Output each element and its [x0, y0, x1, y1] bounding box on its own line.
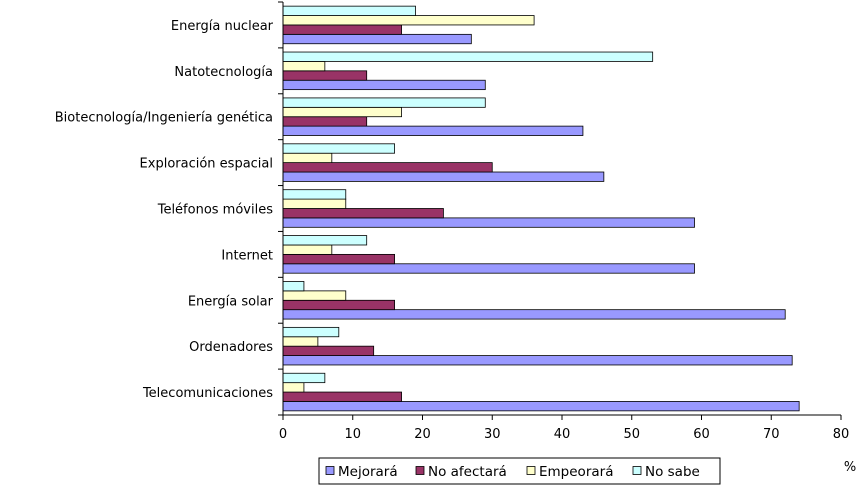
bar-2-5 [282, 208, 444, 219]
bar-4-7 [282, 281, 305, 292]
x-tick-label-3: 20 [414, 427, 431, 442]
category-label-4: Exploración espacial [140, 157, 273, 172]
bar-2-7 [282, 299, 395, 311]
bar-4-2 [282, 51, 654, 62]
legend-swatch-1 [325, 466, 335, 475]
bar-1-1 [282, 33, 472, 45]
bar-2-2 [282, 70, 368, 81]
bar-1-7 [282, 309, 786, 320]
x-tick-label-8: 70 [763, 427, 780, 442]
x-axis-label: % [844, 460, 856, 475]
category-label-5: Teléfonos móviles [157, 203, 274, 218]
legend-label-4: No sabe [645, 464, 700, 480]
category-label-9: Telecomunicaciones [142, 386, 273, 401]
bar-3-6 [282, 244, 333, 255]
bar-3-8 [282, 336, 319, 347]
category-label-7: Energía solar [188, 294, 274, 309]
bar-1-5 [282, 217, 695, 228]
x-tick-label-4: 30 [484, 427, 501, 442]
bar-2-1 [282, 24, 402, 35]
bar-2-9 [282, 391, 402, 402]
bar-4-4 [282, 143, 395, 154]
bar-1-6 [282, 263, 695, 274]
legend-swatch-4 [632, 466, 642, 475]
bar-1-9 [282, 401, 800, 412]
legend-box [318, 457, 721, 485]
x-tick-label-2: 10 [344, 427, 361, 442]
category-label-6: Internet [221, 248, 273, 263]
bar-4-9 [282, 372, 326, 384]
bar-3-2 [282, 61, 326, 72]
bar-2-4 [282, 162, 493, 173]
bar-1-3 [282, 125, 584, 136]
legend-swatch-2 [415, 466, 425, 475]
category-label-8: Ordenadores [189, 340, 273, 355]
x-tick-label-6: 50 [623, 427, 640, 442]
legend-label-3: Empeorará [539, 464, 613, 480]
bar-1-2 [282, 79, 486, 91]
bar-3-1 [282, 15, 535, 26]
bar-4-8 [282, 326, 340, 338]
x-tick-label-9: 80 [833, 427, 850, 442]
bar-4-6 [282, 235, 368, 246]
bar-4-3 [282, 97, 486, 108]
bar-1-8 [282, 355, 793, 366]
x-tick-label-7: 60 [693, 427, 710, 442]
x-tick-label-1: 0 [279, 427, 287, 442]
category-label-3: Biotecnología/Ingeniería genética [55, 111, 273, 126]
bar-4-1 [282, 5, 416, 16]
x-tick-label-5: 40 [554, 427, 571, 442]
bar-3-9 [282, 382, 305, 393]
bar-3-4 [282, 152, 333, 164]
bar-3-7 [282, 290, 347, 301]
bar-2-8 [282, 345, 375, 356]
bar-2-6 [282, 253, 395, 265]
legend-label-1: Mejorará [338, 464, 398, 480]
legend-swatch-3 [526, 466, 536, 475]
bar-4-5 [282, 189, 347, 200]
bar-3-5 [282, 198, 347, 209]
bar-2-3 [282, 116, 368, 127]
legend-label-2: No afectará [428, 464, 507, 480]
category-label-1: Energía nuclear [171, 19, 274, 34]
bar-1-4 [282, 171, 605, 182]
bar-3-3 [282, 106, 402, 118]
category-label-2: Natotecnología [174, 65, 273, 80]
